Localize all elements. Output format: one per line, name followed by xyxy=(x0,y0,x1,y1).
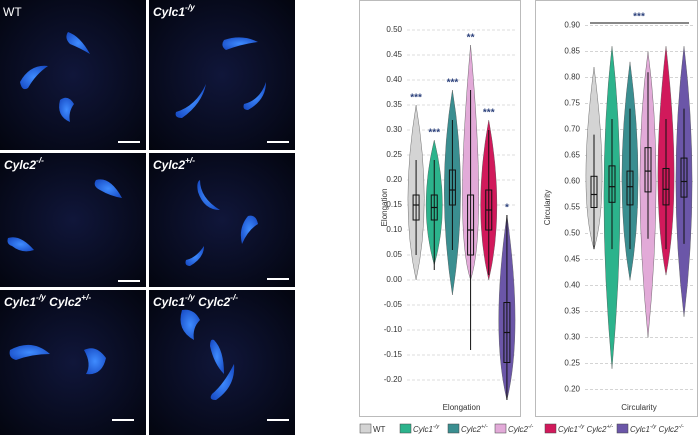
box xyxy=(662,167,670,206)
significance: *** xyxy=(447,78,459,89)
y-tick-label: 0.25 xyxy=(564,359,580,368)
y-tick-label: 0.55 xyxy=(564,203,580,212)
legend-label: Cylc1-/y Cylc2+/- xyxy=(558,424,613,434)
panel-label: Cylc2+/- xyxy=(153,155,195,172)
y-tick-label: 0.45 xyxy=(386,50,402,59)
significance: *** xyxy=(633,12,645,23)
y-tick-label: 0.85 xyxy=(564,47,580,56)
y-tick-label: 0.35 xyxy=(386,100,402,109)
box xyxy=(448,169,456,206)
legend-swatch xyxy=(399,423,412,434)
y-axis-title: Circularity xyxy=(543,190,552,226)
y-tick-label: 0.05 xyxy=(386,250,402,259)
image xyxy=(149,0,295,150)
chart-frame xyxy=(359,0,521,417)
box xyxy=(590,175,598,208)
box xyxy=(608,165,616,203)
y-tick-label: 0.45 xyxy=(564,255,580,264)
panel-label: Cylc1-/y Cylc2+/- xyxy=(4,292,91,309)
panel-label: Cylc1-/y xyxy=(153,2,195,19)
image xyxy=(149,153,295,287)
legend-swatch xyxy=(616,423,629,434)
y-tick-label: 0.15 xyxy=(386,200,402,209)
y-tick-label: 0.40 xyxy=(386,75,402,84)
legend-label: WT xyxy=(373,425,386,434)
y-tick-label: 0.10 xyxy=(386,225,402,234)
y-tick-label: 0.80 xyxy=(564,73,580,82)
image xyxy=(0,290,146,435)
y-tick-label: 0.50 xyxy=(386,25,402,34)
image xyxy=(0,153,146,287)
y-axis-title: Elongation xyxy=(380,189,389,227)
y-tick-label: 0.50 xyxy=(564,229,580,238)
legend-swatch xyxy=(359,423,372,434)
y-tick-label: 0.75 xyxy=(564,99,580,108)
legend-label: Cylc2+/- xyxy=(461,424,488,434)
legend-swatch xyxy=(494,423,507,434)
y-tick-label: -0.05 xyxy=(384,300,403,309)
box xyxy=(626,170,634,206)
y-tick-label: 0.65 xyxy=(564,151,580,160)
y-tick-label: 0.20 xyxy=(564,385,580,394)
y-tick-label: 0.20 xyxy=(386,175,402,184)
y-tick-label: 0.90 xyxy=(564,21,580,30)
y-tick-label: 0.25 xyxy=(386,150,402,159)
y-tick-label: 0.30 xyxy=(386,125,402,134)
y-tick-label: 0.40 xyxy=(564,281,580,290)
significance: *** xyxy=(410,93,422,104)
legend-label: Cylc2-/- xyxy=(508,424,533,434)
box xyxy=(412,194,420,221)
legend-label: Cylc1-/y xyxy=(413,424,440,434)
y-tick-label: -0.20 xyxy=(384,375,403,384)
chart-frame xyxy=(535,0,698,417)
x-axis-title: Elongation xyxy=(443,403,481,412)
box xyxy=(644,147,652,193)
cells xyxy=(7,32,266,400)
y-tick-label: 0.30 xyxy=(564,333,580,342)
y-tick-label: 0.70 xyxy=(564,125,580,134)
legend-swatch xyxy=(447,423,460,434)
significance: *** xyxy=(428,128,440,139)
panel-label: Cylc1-/y Cylc2-/- xyxy=(153,292,238,309)
legend-label: Cylc1-/y Cylc2-/- xyxy=(630,424,684,434)
y-tick-label: -0.10 xyxy=(384,325,403,334)
panel-label: Cylc2-/- xyxy=(4,155,44,172)
significance: ** xyxy=(467,33,475,44)
y-tick-label: -0.15 xyxy=(384,350,403,359)
micrographs: WT Cylc1-/y Cylc2-/- Cylc2+/- Cylc1-/y C… xyxy=(0,0,295,435)
x-axis-title: Circularity xyxy=(621,403,657,412)
y-tick-label: 0.60 xyxy=(564,177,580,186)
significance: *** xyxy=(483,108,495,119)
significance: * xyxy=(505,203,509,214)
scale-bars xyxy=(112,141,289,421)
panel-label: WT xyxy=(3,5,22,19)
y-tick-label: 0.35 xyxy=(564,307,580,316)
box xyxy=(467,194,475,256)
legend-swatch xyxy=(544,423,557,434)
image xyxy=(0,0,146,150)
box xyxy=(680,157,688,198)
y-tick-label: 0.00 xyxy=(386,275,402,284)
